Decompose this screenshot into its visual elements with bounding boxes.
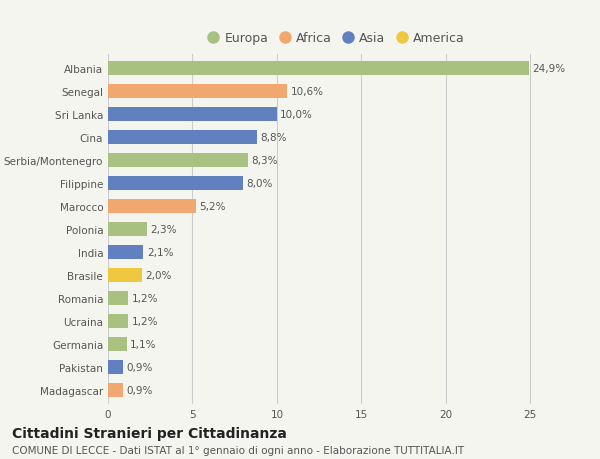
Bar [108, 131, 257, 145]
Bar [108, 177, 243, 190]
Text: 24,9%: 24,9% [532, 64, 565, 74]
Text: 8,8%: 8,8% [260, 133, 287, 143]
Text: 1,2%: 1,2% [131, 293, 158, 303]
Text: 1,2%: 1,2% [131, 316, 158, 326]
Bar [108, 383, 123, 397]
Bar [108, 337, 127, 351]
Bar [108, 314, 128, 328]
Bar [108, 269, 142, 282]
Bar [108, 154, 248, 168]
Text: Cittadini Stranieri per Cittadinanza: Cittadini Stranieri per Cittadinanza [12, 426, 287, 440]
Bar [108, 62, 529, 76]
Bar [108, 223, 147, 236]
Legend: Europa, Africa, Asia, America: Europa, Africa, Asia, America [207, 33, 465, 45]
Text: 2,3%: 2,3% [150, 224, 177, 235]
Text: 2,1%: 2,1% [147, 247, 173, 257]
Text: 5,2%: 5,2% [199, 202, 226, 212]
Text: 1,1%: 1,1% [130, 339, 157, 349]
Bar [108, 291, 128, 305]
Text: 10,0%: 10,0% [280, 110, 313, 120]
Text: 0,9%: 0,9% [127, 385, 153, 395]
Bar [108, 200, 196, 213]
Text: 8,0%: 8,0% [247, 179, 273, 189]
Bar [108, 108, 277, 122]
Text: 8,3%: 8,3% [251, 156, 278, 166]
Bar [108, 85, 287, 99]
Text: 0,9%: 0,9% [127, 362, 153, 372]
Text: COMUNE DI LECCE - Dati ISTAT al 1° gennaio di ogni anno - Elaborazione TUTTITALI: COMUNE DI LECCE - Dati ISTAT al 1° genna… [12, 445, 464, 455]
Text: 10,6%: 10,6% [290, 87, 323, 97]
Text: 2,0%: 2,0% [145, 270, 172, 280]
Bar [108, 246, 143, 259]
Bar [108, 360, 123, 374]
